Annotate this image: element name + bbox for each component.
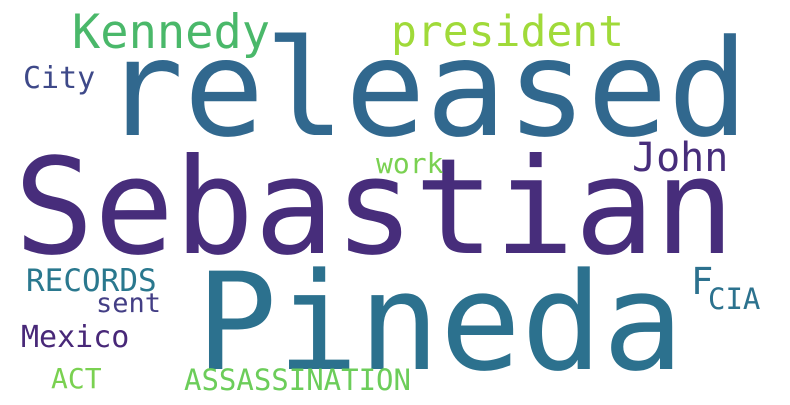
word-sent: sent — [96, 288, 162, 319]
word-president: president — [391, 7, 624, 57]
word-kennedy: Kennedy — [72, 5, 271, 60]
word-cia: CIA — [708, 282, 761, 316]
word-released: released — [103, 11, 749, 167]
word-records: RECORDS — [26, 263, 157, 299]
word-john: John — [632, 135, 729, 181]
word-sebastian: Sebastian — [14, 131, 735, 285]
word-f: F — [691, 260, 714, 303]
word-city: City — [23, 61, 96, 96]
word-pineda: Pineda — [196, 244, 684, 401]
word-work: work — [376, 147, 444, 180]
word-mexico: Mexico — [21, 320, 130, 355]
word-act: ACT — [51, 362, 102, 395]
word-assassination: ASSASSINATION — [184, 363, 411, 397]
